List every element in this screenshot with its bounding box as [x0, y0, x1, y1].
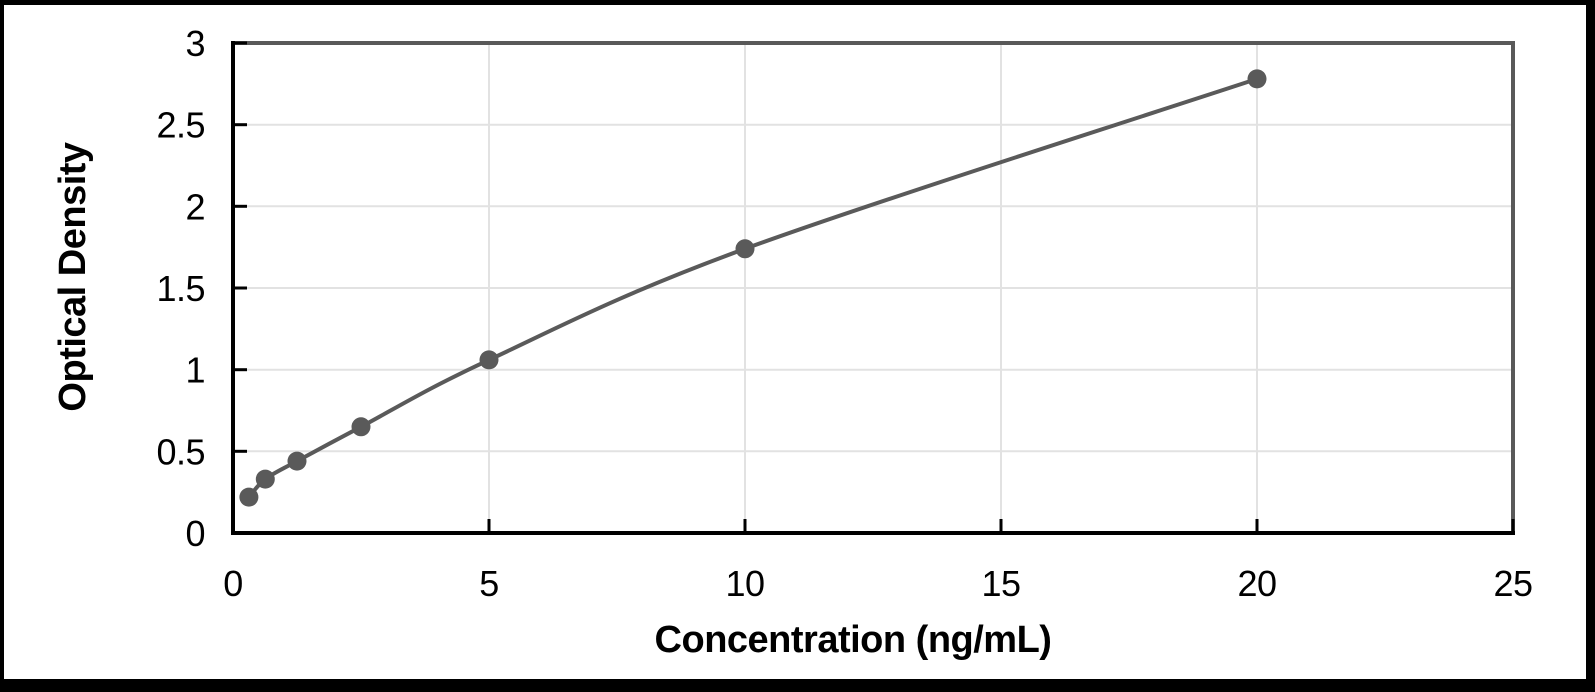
x-tick-label: 5	[479, 563, 499, 604]
x-tick-label: 0	[223, 563, 243, 604]
y-tick-label: 2.5	[156, 105, 205, 146]
y-tick-label: 3	[185, 23, 205, 64]
data-point	[1247, 69, 1267, 89]
data-point	[255, 469, 275, 489]
data-point	[287, 451, 307, 471]
plot-border	[231, 41, 1515, 533]
data-point	[479, 350, 499, 370]
x-tick-label: 10	[725, 563, 764, 604]
y-tick-label: 0	[185, 513, 205, 554]
axes	[231, 41, 1515, 535]
x-tick-label: 20	[1237, 563, 1276, 604]
y-tick-label: 2	[185, 186, 205, 227]
x-tick-label: 15	[981, 563, 1020, 604]
data-point	[239, 487, 259, 507]
data-series	[239, 69, 1267, 507]
y-tick-label: 1	[185, 350, 205, 391]
data-point	[351, 417, 371, 437]
y-tick-label: 1.5	[156, 268, 205, 309]
y-axis-title: Optical Density	[52, 142, 94, 411]
y-tick-label: 0.5	[156, 431, 205, 472]
x-tick-label: 25	[1493, 563, 1532, 604]
data-point	[735, 239, 755, 259]
tick-labels: 0 0.5 1 1.5 2 2.5 3 0 5 10 15 20 25	[156, 23, 1533, 604]
gridlines	[233, 42, 1514, 533]
x-axis-title: Concentration (ng/mL)	[655, 619, 1052, 661]
